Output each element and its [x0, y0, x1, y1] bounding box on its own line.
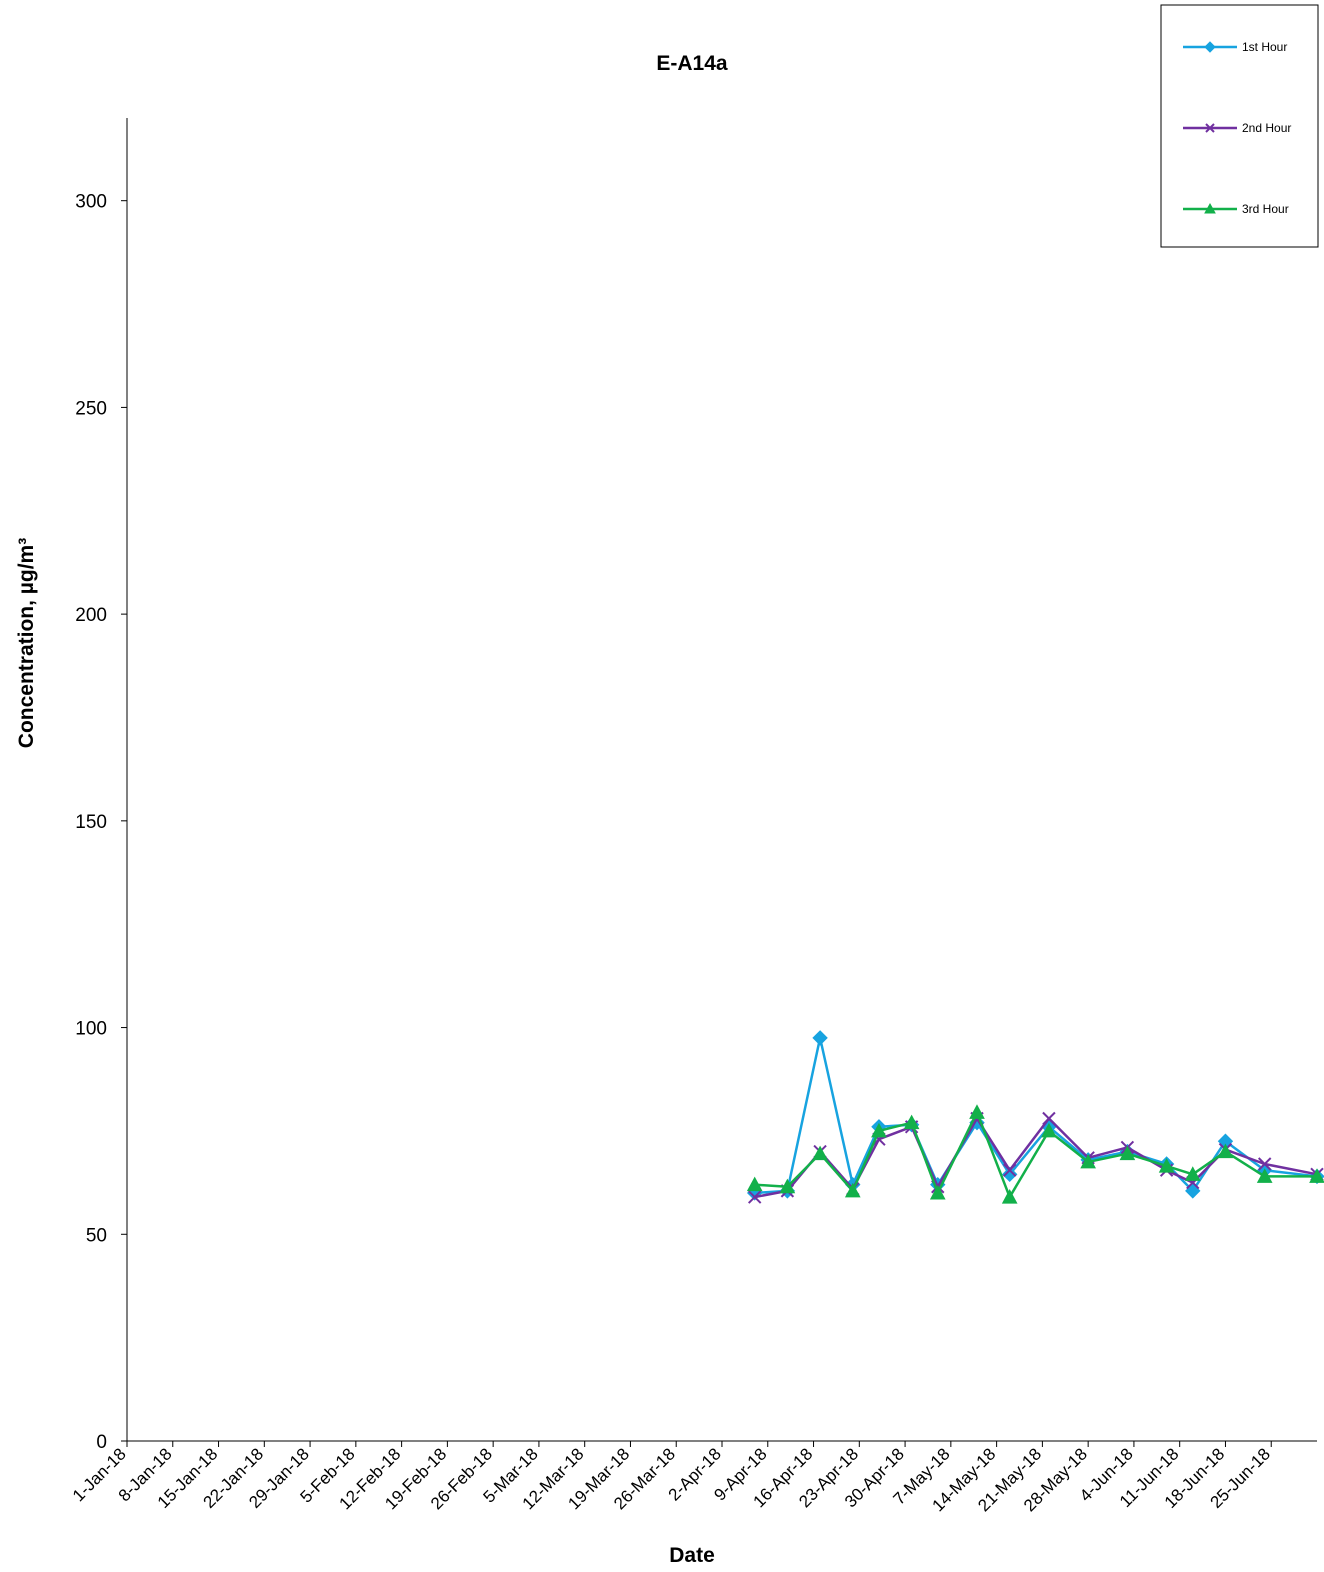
- legend-item: 3rd Hour: [1183, 202, 1289, 216]
- legend-box: [1160, 4, 1319, 248]
- x-marker-stroke: [1042, 1111, 1056, 1126]
- triangle-marker: [746, 1176, 763, 1192]
- triangle-marker: [1119, 1145, 1136, 1161]
- y-tick-label: 250: [75, 398, 107, 419]
- x-axis-title: Date: [669, 1544, 715, 1567]
- triangle-marker: [1309, 1168, 1324, 1183]
- diamond-marker: [1204, 41, 1216, 53]
- triangle-marker: [1204, 202, 1216, 214]
- triangle-marker: [779, 1178, 796, 1194]
- legend-item: 2nd Hour: [1183, 121, 1291, 135]
- legend-label: 3rd Hour: [1242, 202, 1289, 216]
- y-tick-label: 50: [86, 1225, 107, 1246]
- y-tick-label: 300: [75, 192, 107, 213]
- x-marker-stroke: [1257, 1157, 1272, 1171]
- axes: 0501001502002503001-Jan-188-Jan-1815-Jan…: [69, 118, 1317, 1515]
- legend-label: 1st Hour: [1242, 40, 1287, 54]
- triangle-marker: [871, 1122, 887, 1138]
- triangle-marker: [1041, 1122, 1057, 1138]
- triangle-marker: [812, 1145, 828, 1161]
- legend: 1st Hour 2nd Hour 3rd Hour: [1160, 4, 1319, 248]
- legend-item: 1st Hour: [1183, 40, 1287, 54]
- triangle-marker: [844, 1182, 861, 1198]
- y-axis-title: Concentration, µg/m³: [15, 538, 38, 748]
- y-tick-label: 150: [75, 812, 107, 833]
- triangle-marker: [969, 1104, 985, 1119]
- triangle-marker: [1184, 1166, 1201, 1181]
- x-marker: [1205, 123, 1215, 133]
- x-marker: [1002, 1163, 1017, 1177]
- diamond-marker: [1001, 1166, 1018, 1183]
- chart-title: E-A14a: [656, 52, 728, 75]
- legend-items: 1st Hour 2nd Hour 3rd Hour: [1183, 40, 1291, 216]
- triangle-marker: [1080, 1153, 1096, 1169]
- triangle-marker: [1001, 1189, 1018, 1204]
- triangle-marker: [903, 1114, 920, 1130]
- triangle-marker: [1256, 1168, 1273, 1183]
- series-group: [746, 1030, 1324, 1201]
- triangle-marker: [929, 1184, 946, 1200]
- series-line: [754, 1036, 1318, 1195]
- x-marker-stroke: [747, 1190, 762, 1204]
- x-marker: [1257, 1157, 1272, 1171]
- x-marker-stroke: [1205, 123, 1215, 133]
- triangle-marker: [1158, 1158, 1175, 1173]
- x-marker: [1042, 1111, 1056, 1126]
- legend-label: 2nd Hour: [1242, 121, 1291, 135]
- triangle-marker: [1217, 1143, 1234, 1159]
- diamond-marker: [812, 1030, 828, 1046]
- series-group: [746, 1104, 1324, 1204]
- y-tick-label: 0: [96, 1432, 107, 1453]
- series-layer: [746, 1030, 1324, 1204]
- y-tick-label: 200: [75, 605, 107, 626]
- y-axis-title-group: Concentration, µg/m³: [15, 538, 38, 748]
- y-tick-label: 100: [75, 1019, 107, 1040]
- x-marker-stroke: [1002, 1163, 1017, 1177]
- x-marker: [747, 1190, 762, 1204]
